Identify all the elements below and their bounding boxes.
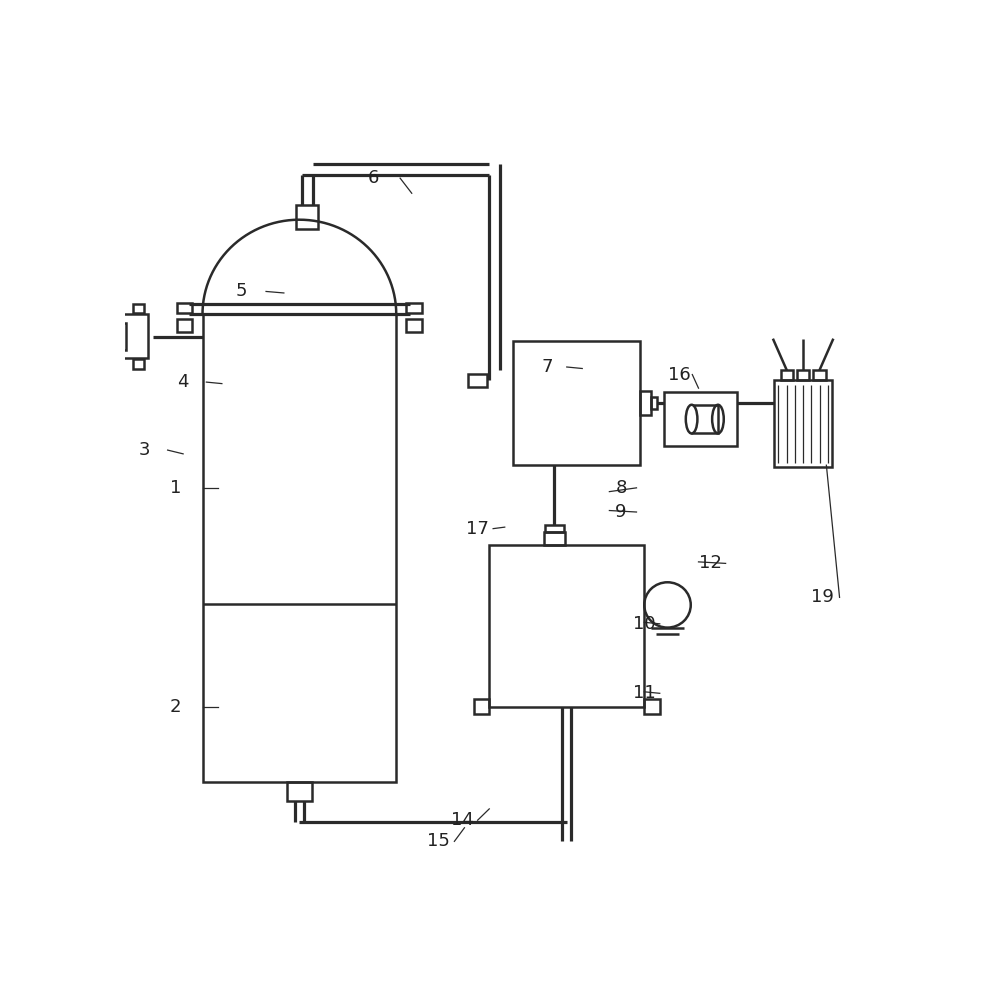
Bar: [406, 303, 422, 313]
Text: 10: 10: [633, 615, 656, 633]
Bar: [544, 533, 565, 544]
Bar: [468, 374, 487, 387]
Bar: [177, 303, 192, 313]
Bar: [287, 783, 312, 800]
Text: 5: 5: [236, 283, 247, 300]
Text: 3: 3: [139, 441, 150, 459]
Text: 4: 4: [177, 373, 189, 391]
Text: 12: 12: [699, 554, 722, 572]
Ellipse shape: [686, 405, 697, 434]
Text: 11: 11: [633, 685, 656, 702]
Bar: [106, 314, 148, 358]
Bar: [296, 205, 318, 230]
Text: 19: 19: [811, 589, 834, 606]
Bar: [664, 392, 737, 446]
Text: 1: 1: [170, 479, 181, 496]
Text: 16: 16: [668, 366, 690, 384]
Bar: [644, 699, 660, 714]
Bar: [640, 390, 651, 415]
Bar: [813, 371, 826, 381]
Bar: [512, 340, 640, 465]
Bar: [797, 371, 809, 381]
Bar: [177, 319, 192, 333]
Bar: [202, 314, 396, 783]
Bar: [651, 397, 657, 409]
Bar: [781, 371, 793, 381]
Text: 14: 14: [451, 811, 474, 829]
Text: 7: 7: [542, 358, 553, 376]
Text: 2: 2: [170, 697, 181, 716]
Bar: [774, 381, 832, 467]
Text: 6: 6: [367, 169, 379, 187]
Text: 15: 15: [427, 832, 450, 851]
Bar: [545, 525, 564, 533]
Text: 8: 8: [615, 479, 627, 496]
Bar: [133, 359, 144, 369]
Bar: [133, 303, 144, 313]
Bar: [113, 323, 126, 350]
Bar: [489, 544, 644, 707]
Text: 17: 17: [466, 520, 489, 538]
Bar: [474, 699, 489, 714]
Text: 9: 9: [615, 503, 627, 521]
Bar: [692, 405, 718, 434]
Bar: [406, 319, 422, 333]
